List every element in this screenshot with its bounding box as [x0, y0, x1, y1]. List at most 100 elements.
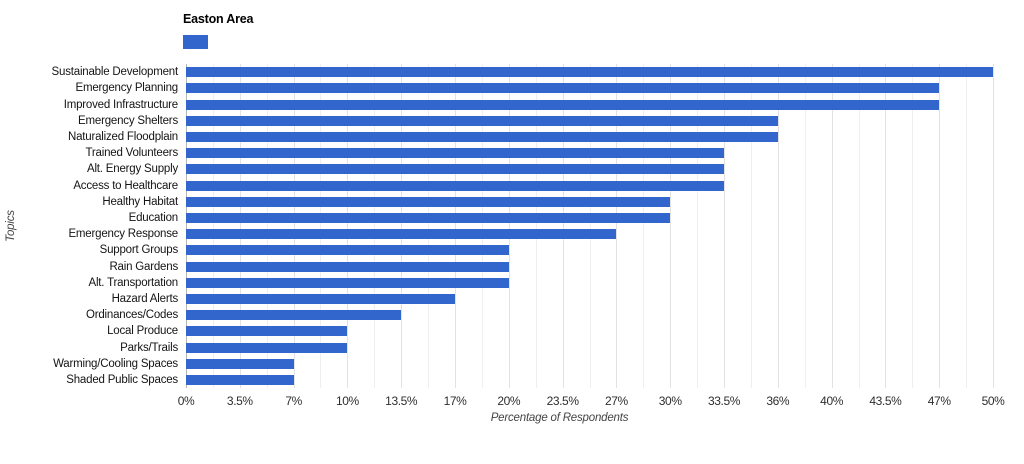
bar	[186, 67, 993, 78]
category-label: Alt. Transportation	[88, 276, 178, 289]
bar	[186, 180, 724, 191]
category-label: Trained Volunteers	[85, 147, 178, 160]
gridline	[616, 64, 618, 388]
gridline	[858, 64, 860, 388]
bar	[186, 310, 402, 321]
category-label: Hazard Alerts	[111, 292, 179, 305]
legend-series-label: Easton Area	[183, 12, 254, 26]
bar-row	[186, 210, 993, 226]
category-label: Emergency Response	[68, 228, 178, 241]
gridline	[239, 64, 241, 388]
bar-row	[186, 226, 993, 242]
bar	[186, 148, 724, 159]
category-label: Alt. Energy Supply	[86, 163, 178, 176]
category-label: Local Produce	[107, 325, 178, 338]
bar-row	[186, 323, 993, 339]
bar-row	[186, 113, 993, 129]
bar-row	[186, 275, 993, 291]
x-tick-label: 43.5%	[869, 394, 902, 408]
x-axis-title: Percentage of Respondents	[490, 412, 629, 424]
bar-series	[186, 64, 993, 388]
gridline	[428, 64, 430, 388]
gridline	[885, 64, 887, 388]
legend-swatch	[183, 35, 208, 49]
gridline	[266, 64, 268, 388]
gridline	[912, 64, 914, 388]
category-label: Access to Healthcare	[73, 179, 178, 192]
plot-area	[186, 64, 994, 388]
gridline	[212, 64, 214, 388]
gridline	[697, 64, 699, 388]
x-tick-label: 3.5%	[226, 394, 253, 408]
bar	[186, 99, 940, 110]
category-label: Naturalized Floodplain	[67, 130, 178, 143]
gridline	[750, 64, 752, 388]
gridline	[670, 64, 672, 388]
category-label: Ordinances/Codes	[85, 309, 178, 322]
bar	[186, 277, 509, 288]
bar	[186, 229, 617, 240]
gridline	[777, 64, 779, 388]
category-label: Emergency Planning	[75, 82, 178, 95]
category-label: Support Groups	[99, 244, 179, 257]
x-tick-label: 10%	[335, 394, 359, 408]
bar-row	[186, 96, 993, 112]
category-label: Healthy Habitat	[102, 195, 178, 208]
bar	[186, 83, 940, 94]
bar-row	[186, 339, 993, 355]
bar-row	[186, 356, 993, 372]
chart-legend: Easton Area	[183, 12, 253, 49]
x-tick-label: 47%	[927, 394, 951, 408]
bar-row	[186, 177, 993, 193]
category-label: Sustainable Development	[51, 66, 179, 79]
bar-row	[186, 161, 993, 177]
x-tick-label: 50%	[981, 394, 1005, 408]
gridline	[347, 64, 349, 388]
gridline	[401, 64, 403, 388]
bar	[186, 293, 455, 304]
bar	[186, 358, 294, 369]
bar	[186, 245, 509, 256]
category-label: Education	[128, 211, 179, 224]
gridline	[589, 64, 591, 388]
bar-row	[186, 242, 993, 258]
gridline	[831, 64, 833, 388]
bar	[186, 115, 778, 126]
x-tick-label: 36%	[766, 394, 790, 408]
x-tick-label: 17%	[443, 394, 467, 408]
bar-row	[186, 194, 993, 210]
category-label: Improved Infrastructure	[63, 98, 178, 111]
x-axis-tick-labels: 0% 3.5% 7% 10% 13.5% 17% 20% 23.5% 27% 30% 33.5% 36…	[178, 394, 1005, 408]
gridline	[454, 64, 456, 388]
bar	[186, 131, 778, 142]
bar-row	[186, 145, 993, 161]
gridline	[320, 64, 322, 388]
category-label: Parks/Trails	[120, 341, 178, 354]
x-tick-label: 23.5%	[546, 394, 579, 408]
gridline	[966, 64, 968, 388]
x-tick-label: 33.5%	[707, 394, 740, 408]
x-tick-label: 13.5%	[385, 394, 418, 408]
category-label: Rain Gardens	[109, 260, 178, 273]
gridline	[293, 64, 295, 388]
bar-row	[186, 291, 993, 307]
bar-row	[186, 258, 993, 274]
gridline	[481, 64, 483, 388]
x-tick-label: 0%	[177, 394, 195, 408]
x-tick-label: 7%	[285, 394, 302, 408]
bar	[186, 261, 509, 272]
bar	[186, 326, 348, 337]
gridline	[374, 64, 376, 388]
gridline	[804, 64, 806, 388]
bar-row	[186, 64, 993, 80]
gridline	[535, 64, 537, 388]
bar	[186, 342, 348, 353]
gridline	[643, 64, 645, 388]
bar-row	[186, 80, 993, 96]
gridline	[508, 64, 510, 388]
category-label: Emergency Shelters	[78, 114, 178, 127]
category-label: Shaded Public Spaces	[66, 373, 178, 386]
x-tick-label: 27%	[604, 394, 628, 408]
x-tick-label: 20%	[497, 394, 521, 408]
